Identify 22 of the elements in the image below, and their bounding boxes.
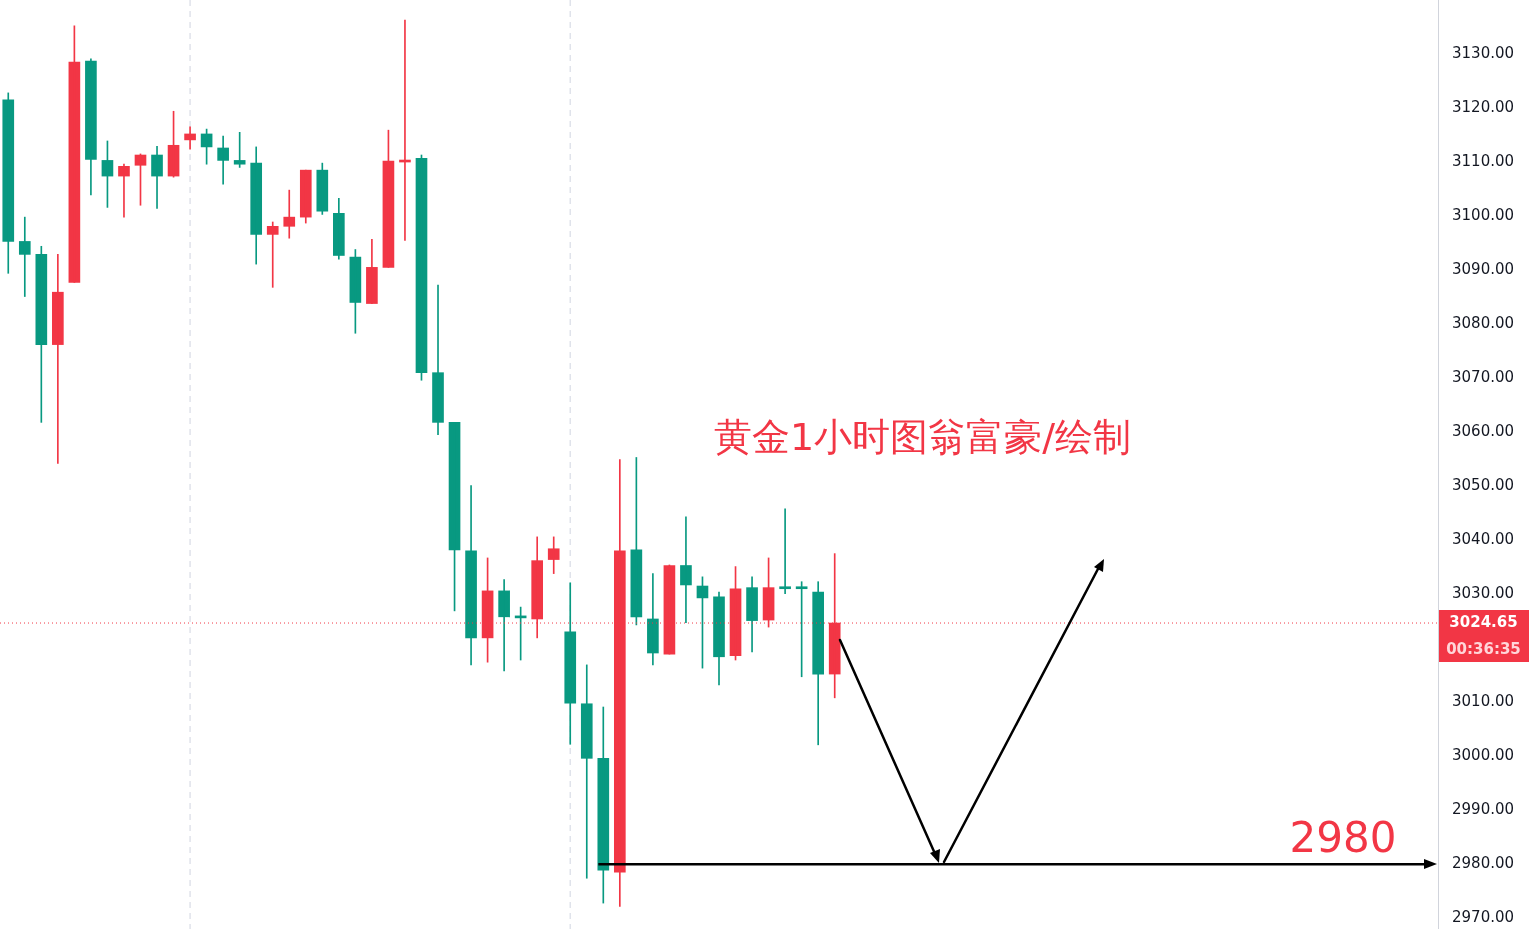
y-tick-label: 3060.00: [1452, 421, 1515, 440]
y-tick-label: 3040.00: [1452, 530, 1515, 549]
y-tick-label: 3120.00: [1452, 97, 1515, 116]
y-tick-label: 3010.00: [1452, 692, 1515, 711]
ref-line-label: 2980: [1289, 813, 1397, 863]
ref-line-label: 3024.65: [1449, 612, 1518, 631]
y-tick-label: 3050.00: [1452, 476, 1515, 494]
y-tick-label: 2990.00: [1452, 800, 1515, 819]
y-tick-label: 3100.00: [1452, 205, 1515, 224]
y-tick-label: 3130.00: [1452, 43, 1515, 62]
text: 黄金1小时图翁富豪/绘制: [714, 414, 1131, 459]
y-tick-label: 2970.00: [1452, 908, 1515, 927]
y-tick-label: 3080.00: [1452, 313, 1515, 332]
text: 00:36:35: [1446, 639, 1521, 658]
candlestick: [547, 536, 560, 574]
y-tick-label: 3070.00: [1452, 367, 1515, 386]
y-tick-label: 3090.00: [1452, 259, 1515, 278]
candlestick: [779, 508, 791, 594]
y-tick-label: 3110.00: [1452, 151, 1515, 170]
y-tick-label: 3000.00: [1452, 746, 1515, 765]
y-tick-label: 3030.00: [1452, 584, 1515, 603]
y-tick-label: 2980.00: [1452, 854, 1515, 873]
